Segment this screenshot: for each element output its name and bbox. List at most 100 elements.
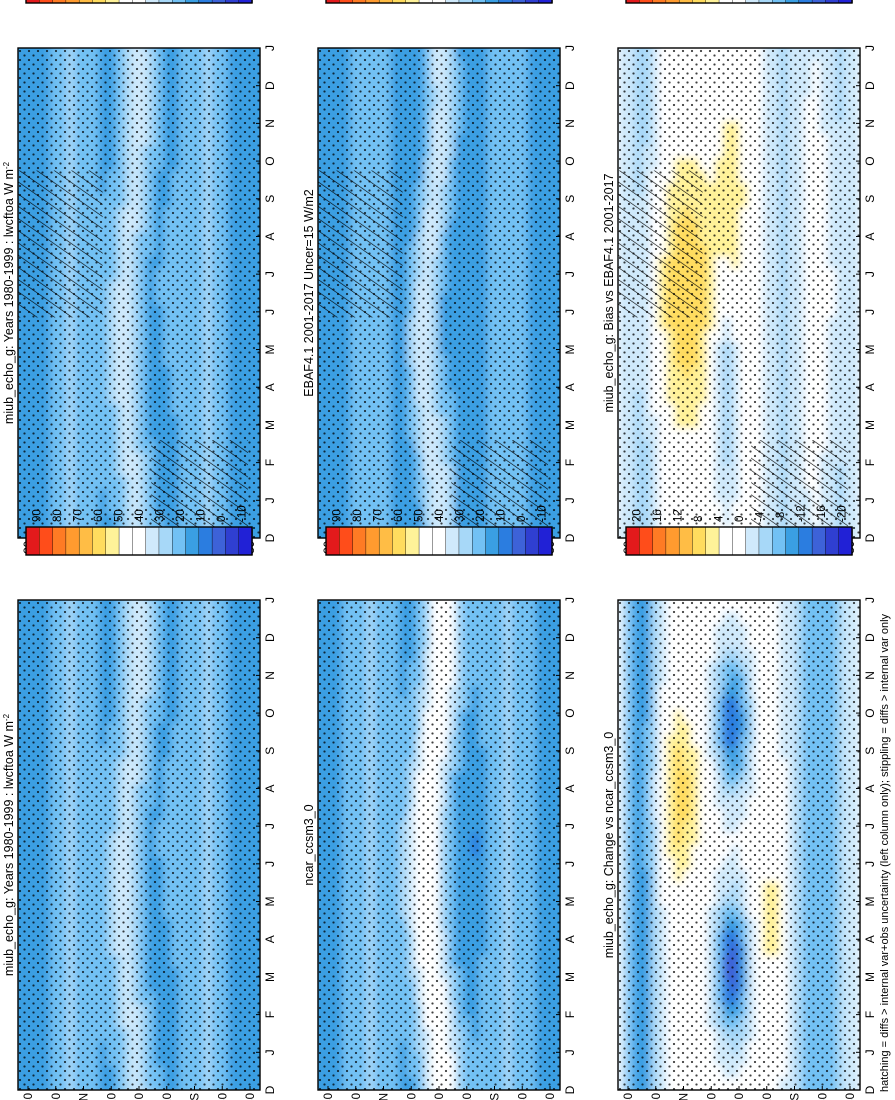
month-label: D	[263, 533, 277, 542]
heatmap-cell	[260, 1064, 270, 1078]
heatmap-cell	[447, 34, 457, 48]
heatmap-cell	[163, 34, 173, 48]
lat-label: 60	[217, 1093, 229, 1100]
month-label: O	[263, 708, 277, 717]
month-label: M	[263, 420, 277, 430]
colorbar-label: 80	[52, 509, 64, 522]
heatmap-cell	[487, 34, 497, 48]
colorbar-swatch	[145, 526, 160, 556]
heatmap-cell	[26, 586, 36, 600]
colorbar-swatch	[78, 526, 94, 556]
colorbar-frame	[325, 0, 553, 4]
heatmap-cell	[91, 586, 101, 600]
heatmap-cell	[260, 611, 270, 625]
heatmap-cell	[560, 880, 570, 894]
heatmap-cell	[560, 181, 570, 195]
heatmap-cell	[260, 402, 270, 416]
lat-label: °S	[190, 1093, 202, 1100]
month-label: M	[263, 972, 277, 982]
heatmap-field	[318, 34, 570, 538]
heatmap-cell	[560, 206, 570, 220]
month-label: J	[263, 45, 277, 51]
colorbar-swatch	[158, 526, 173, 556]
heatmap-cell	[260, 255, 270, 269]
heatmap-cell	[560, 316, 570, 330]
lat-label: °N	[79, 1093, 91, 1100]
hatch-overlay	[151, 440, 248, 538]
heatmap-cell	[195, 586, 205, 600]
heatmap-cell	[260, 59, 270, 73]
heatmap-cell	[155, 586, 165, 600]
heatmap-cell	[50, 34, 60, 48]
heatmap-cell	[228, 34, 238, 48]
month-label: M	[263, 897, 277, 907]
heatmap-cell	[260, 1027, 270, 1041]
heatmap-cell	[415, 34, 425, 48]
heatmap-cell	[42, 34, 52, 48]
heatmap-cell	[560, 917, 570, 931]
heatmap-cell	[350, 34, 360, 48]
month-label: N	[263, 119, 277, 128]
month-label: A	[263, 935, 277, 943]
heatmap-cell	[18, 586, 28, 600]
colorbar-label: -10	[237, 505, 249, 522]
heatmap-cell	[179, 586, 189, 600]
month-label: D	[263, 81, 277, 90]
heatmap-cell	[204, 586, 214, 600]
heatmap-cell	[171, 586, 181, 600]
heatmap-cell	[391, 34, 401, 48]
heatmap-cell	[560, 1064, 570, 1078]
heatmap-cell	[260, 328, 270, 342]
heatmap-cell	[163, 586, 173, 600]
heatmap-cell	[326, 34, 336, 48]
heatmap-cell	[107, 586, 117, 600]
heatmap-cell	[374, 34, 384, 48]
heatmap-cell	[99, 586, 109, 600]
heatmap-cell	[260, 758, 270, 772]
heatmap-cell	[155, 34, 165, 48]
colorbar-swatch	[25, 526, 40, 556]
heatmap-cell	[560, 279, 570, 293]
heatmap-cell	[560, 439, 570, 453]
heatmap-cell	[139, 34, 149, 48]
month-label: J	[263, 309, 277, 315]
heatmap-cell	[560, 328, 570, 342]
heatmap-cell	[334, 34, 344, 48]
heatmap-cell	[260, 279, 270, 293]
heatmap-cell	[139, 586, 149, 600]
panel-title: miub_echo_g: Years 1980-1999 : lwcftoa W…	[2, 161, 17, 424]
month-label: S	[263, 195, 277, 203]
month-label: S	[263, 747, 277, 755]
heatmap-cell	[244, 34, 254, 48]
heatmap-cell	[204, 34, 214, 48]
heatmap-cell	[115, 34, 125, 48]
heatmap-cell	[260, 96, 270, 110]
heatmap-field	[318, 600, 570, 1090]
colorbar-frame	[25, 526, 253, 556]
heatmap-cell	[131, 34, 141, 48]
heatmap-cell	[260, 218, 270, 232]
heatmap-cell	[212, 34, 222, 48]
heatmap-cell	[107, 34, 117, 48]
heatmap-cell	[147, 34, 157, 48]
heatmap-cell	[260, 243, 270, 257]
colorbar-swatch	[198, 526, 213, 556]
heatmap-cell	[123, 586, 133, 600]
colorbar-swatch	[52, 526, 67, 556]
colorbar-label: 10	[196, 509, 208, 522]
heatmap-cell	[244, 586, 254, 600]
heatmap-cell	[260, 475, 270, 489]
lat-label: 20	[162, 1093, 174, 1100]
month-label: O	[563, 156, 577, 165]
heatmap-cell	[260, 954, 270, 968]
month-label: S	[563, 195, 577, 203]
heatmap-cell	[18, 34, 28, 48]
hatch-overlay	[18, 170, 103, 318]
heatmap-cell	[560, 475, 570, 489]
heatmap-cell	[560, 169, 570, 183]
colorbar-label: 70	[72, 509, 84, 522]
month-label: A	[263, 784, 277, 792]
lat-label: 60	[51, 1093, 63, 1100]
